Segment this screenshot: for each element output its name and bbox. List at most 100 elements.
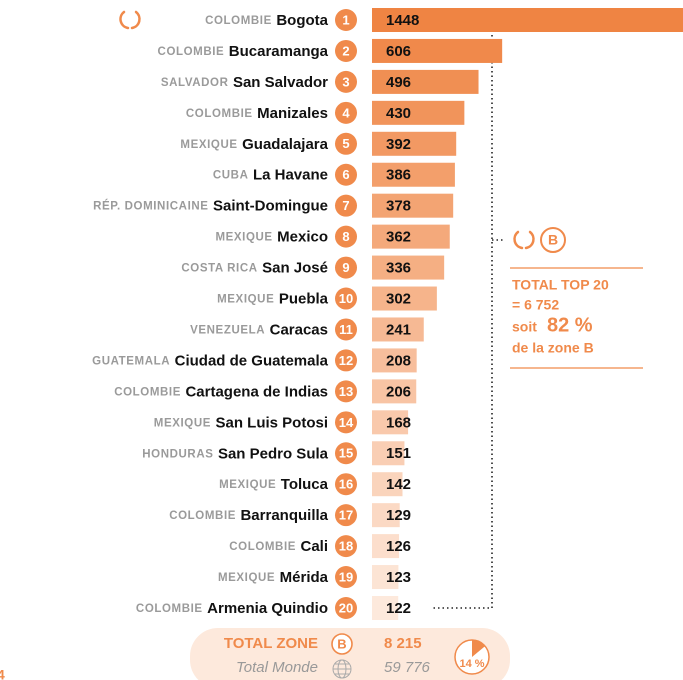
row-label: COLOMBIE Manizales bbox=[186, 105, 328, 122]
rank-label: 18 bbox=[339, 539, 353, 554]
value-label: 302 bbox=[386, 290, 411, 307]
laurel-icon bbox=[119, 10, 141, 30]
sidebar-text: de la zone B bbox=[512, 340, 594, 356]
bar bbox=[372, 69, 479, 94]
rank-label: 1 bbox=[342, 12, 349, 27]
rank-badge bbox=[335, 380, 357, 403]
city: Saint-Domingue bbox=[213, 198, 328, 215]
value-label: 126 bbox=[386, 538, 411, 555]
rank-label: 13 bbox=[339, 384, 353, 399]
row-label: RÉP. DOMINICAINE Saint-Domingue bbox=[93, 198, 328, 215]
city: Caracas bbox=[270, 321, 328, 338]
value-label: 1448 bbox=[386, 12, 419, 29]
country: COLOMBIE bbox=[186, 108, 253, 120]
rank-label: 8 bbox=[342, 229, 349, 244]
rank-badge bbox=[335, 473, 357, 496]
country: MEXIQUE bbox=[219, 479, 276, 491]
value-label: 430 bbox=[386, 105, 411, 122]
city: Bogota bbox=[276, 12, 328, 29]
rank-label: 11 bbox=[339, 322, 353, 337]
country: COLOMBIE bbox=[158, 46, 225, 58]
rank-label: 4 bbox=[342, 105, 350, 120]
country: GUATEMALA bbox=[92, 355, 170, 367]
city: San Pedro Sula bbox=[218, 445, 329, 462]
row-label: MEXIQUE Puebla bbox=[217, 290, 329, 307]
rank-badge bbox=[335, 225, 357, 248]
value-label: 386 bbox=[386, 167, 411, 184]
rank-badge bbox=[335, 194, 357, 217]
country: COLOMBIE bbox=[169, 510, 236, 522]
country: COSTA RICA bbox=[181, 263, 257, 275]
rank-label: 5 bbox=[342, 136, 349, 151]
row-label: MEXIQUE Toluca bbox=[219, 476, 329, 493]
rank-label: 17 bbox=[339, 508, 353, 523]
rank-label: 7 bbox=[342, 198, 349, 213]
value-label: 142 bbox=[386, 476, 411, 493]
bar bbox=[372, 38, 503, 63]
world-label: Total Monde bbox=[236, 659, 318, 676]
bar bbox=[372, 286, 437, 311]
zone-letter: B bbox=[548, 232, 558, 248]
value-label: 151 bbox=[386, 445, 411, 462]
bar bbox=[372, 8, 683, 32]
bar bbox=[372, 472, 403, 497]
country: RÉP. DOMINICAINE bbox=[93, 200, 208, 213]
bar bbox=[372, 596, 399, 620]
rank-badge bbox=[335, 535, 357, 558]
row-label: GUATEMALA Ciudad de Guatemala bbox=[92, 352, 328, 369]
sidebar-text: TOTAL TOP 20 bbox=[512, 277, 609, 293]
row-label: MEXIQUE Guadalajara bbox=[180, 136, 328, 153]
rank-badge bbox=[335, 318, 357, 341]
row-label: COLOMBIE Bogota bbox=[205, 12, 329, 29]
rank-badge bbox=[335, 70, 357, 93]
share-wedge bbox=[472, 640, 486, 657]
rank-badge bbox=[335, 442, 357, 465]
row-label: HONDURAS San Pedro Sula bbox=[142, 445, 328, 462]
row-label: SALVADOR San Salvador bbox=[161, 74, 328, 91]
country: COLOMBIE bbox=[229, 541, 296, 553]
rank-label: 2 bbox=[342, 43, 349, 58]
rank-badge bbox=[335, 597, 357, 619]
rank-badge bbox=[335, 163, 357, 186]
city: Manizales bbox=[257, 105, 328, 122]
rank-label: 14 bbox=[339, 415, 354, 430]
row-label: COLOMBIE Barranquilla bbox=[169, 507, 328, 524]
country: MEXIQUE bbox=[154, 417, 211, 429]
city: San Luis Potosi bbox=[215, 414, 328, 431]
value-label: 362 bbox=[386, 229, 411, 246]
total-value: 8 215 bbox=[384, 635, 422, 652]
row-label: COLOMBIE Cali bbox=[229, 538, 328, 555]
value-label: 336 bbox=[386, 260, 411, 277]
bar bbox=[372, 565, 399, 590]
zone-letter: B bbox=[337, 636, 346, 651]
rank-badge bbox=[335, 101, 357, 124]
bar bbox=[372, 348, 417, 373]
row-label: MEXIQUE Mérida bbox=[218, 569, 329, 586]
rank-label: 12 bbox=[339, 353, 353, 368]
row-label: MEXIQUE Mexico bbox=[215, 229, 328, 246]
sidebar-share: 82 % bbox=[547, 314, 593, 336]
row-label: COLOMBIE Armenia Quindio bbox=[136, 600, 328, 617]
city: Bucaramanga bbox=[229, 43, 329, 60]
rank-label: 16 bbox=[339, 477, 353, 492]
country: COLOMBIE bbox=[114, 386, 181, 398]
value-label: 606 bbox=[386, 43, 411, 60]
value-label: 378 bbox=[386, 198, 411, 215]
rank-badge bbox=[335, 411, 357, 434]
country: SALVADOR bbox=[161, 77, 229, 89]
country: CUBA bbox=[213, 170, 249, 182]
row-label: MEXIQUE San Luis Potosi bbox=[154, 414, 328, 431]
row-label: VENEZUELA Caracas bbox=[190, 321, 328, 338]
row-label: COLOMBIE Cartagena de Indias bbox=[114, 383, 328, 400]
footer: TOTAL ZONE B 8 215 Total Monde 59 776 14… bbox=[224, 633, 490, 679]
rank-badge bbox=[335, 9, 357, 31]
rank-label: 20 bbox=[339, 600, 353, 615]
city: Puebla bbox=[279, 290, 329, 307]
rank-badge bbox=[335, 566, 357, 589]
rank-label: 15 bbox=[339, 446, 353, 461]
bar bbox=[372, 441, 405, 466]
rank-label: 6 bbox=[342, 167, 349, 182]
city: Ciudad de Guatemala bbox=[175, 352, 329, 369]
city: Armenia Quindio bbox=[207, 600, 328, 617]
